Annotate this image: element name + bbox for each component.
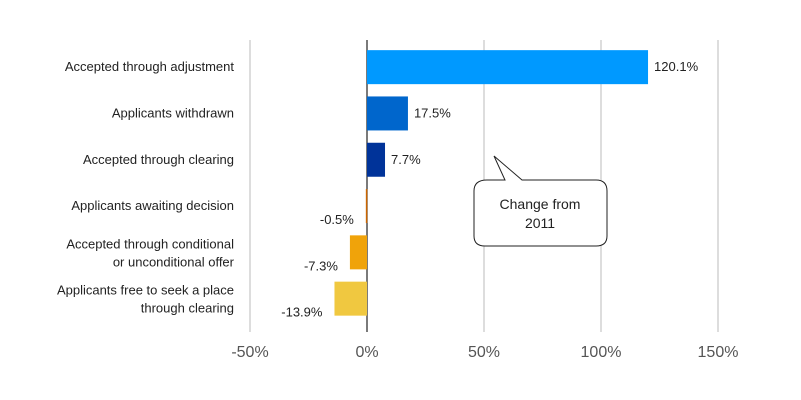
category-label-line: Applicants withdrawn	[112, 105, 234, 120]
data-labels: 120.1% 17.5% 7.7% -0.5% -7.3% -13.9%	[281, 59, 699, 320]
category-label-line: Applicants awaiting decision	[71, 198, 234, 213]
category-label: Accepted through clearing	[83, 152, 234, 167]
callout-text-line-2: 2011	[525, 215, 555, 231]
category-label-line: Accepted through conditional	[66, 236, 234, 251]
x-axis-ticks: -50% 0% 50% 100% 150%	[231, 344, 738, 361]
bar	[367, 142, 386, 177]
x-tick-label: 0%	[355, 344, 378, 361]
x-tick-label: -50%	[231, 344, 268, 361]
data-label: 17.5%	[414, 105, 451, 120]
data-label: -7.3%	[304, 258, 338, 273]
category-label-line: through clearing	[141, 301, 234, 316]
category-label-line: or unconditional offer	[113, 254, 235, 269]
bar	[349, 235, 367, 270]
annotation-callout: Change from 2011	[473, 155, 608, 247]
category-labels: Accepted through adjustment Applicants wi…	[57, 59, 235, 316]
data-label: 7.7%	[391, 152, 421, 167]
data-label: 120.1%	[654, 59, 699, 74]
category-label: Applicants withdrawn	[112, 105, 234, 120]
x-tick-label: 50%	[468, 344, 500, 361]
category-label: Applicants free to seek a place through c…	[57, 283, 234, 316]
data-label: -13.9%	[281, 305, 323, 320]
bar	[334, 281, 367, 316]
x-tick-label: 100%	[581, 344, 622, 361]
category-label-line: Accepted through adjustment	[65, 59, 234, 74]
bars	[334, 50, 649, 316]
callout-bubble	[473, 155, 608, 247]
category-label-line: Applicants free to seek a place	[57, 283, 234, 298]
bar	[365, 189, 368, 224]
category-label-line: Accepted through clearing	[83, 152, 234, 167]
category-label: Accepted through conditional or unconditi…	[66, 236, 234, 269]
callout-text-line-1: Change from	[500, 196, 581, 212]
data-label: -0.5%	[320, 212, 354, 227]
bar	[367, 96, 408, 131]
category-label: Applicants awaiting decision	[71, 198, 234, 213]
bar	[367, 50, 649, 85]
x-tick-label: 150%	[698, 344, 739, 361]
category-label: Accepted through adjustment	[65, 59, 234, 74]
